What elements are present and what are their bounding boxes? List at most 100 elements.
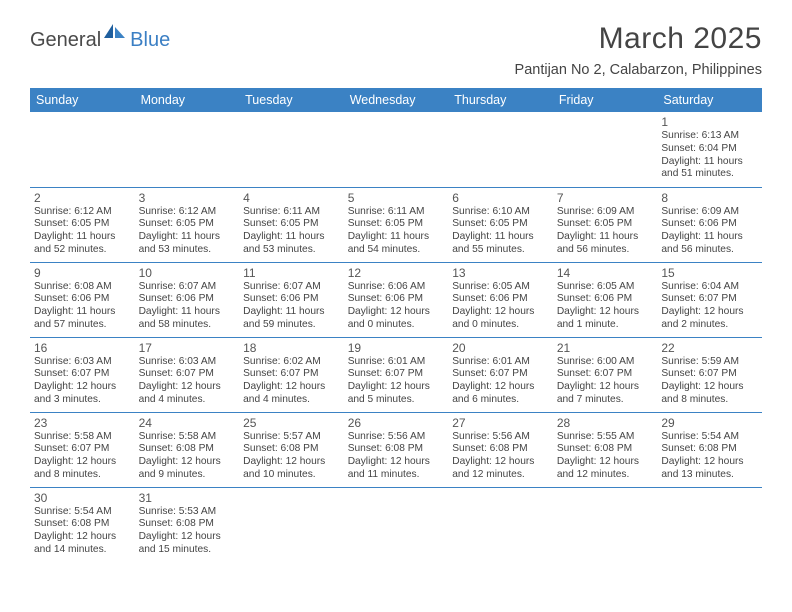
calendar-cell: 15Sunrise: 6:04 AMSunset: 6:07 PMDayligh… (657, 262, 762, 337)
calendar-cell: 6Sunrise: 6:10 AMSunset: 6:05 PMDaylight… (448, 187, 553, 262)
day-details: Sunrise: 6:11 AMSunset: 6:05 PMDaylight:… (348, 206, 445, 257)
calendar-cell: 9Sunrise: 6:08 AMSunset: 6:06 PMDaylight… (30, 262, 135, 337)
calendar-cell: 18Sunrise: 6:02 AMSunset: 6:07 PMDayligh… (239, 337, 344, 412)
calendar-cell: 2Sunrise: 6:12 AMSunset: 6:05 PMDaylight… (30, 187, 135, 262)
calendar-cell (239, 112, 344, 187)
logo-text-blue: Blue (130, 30, 170, 50)
day-number: 11 (243, 266, 340, 280)
day-number: 8 (661, 191, 758, 205)
calendar-week-row: 2Sunrise: 6:12 AMSunset: 6:05 PMDaylight… (30, 187, 762, 262)
day-number: 20 (452, 341, 549, 355)
calendar-cell: 4Sunrise: 6:11 AMSunset: 6:05 PMDaylight… (239, 187, 344, 262)
day-number: 14 (557, 266, 654, 280)
day-details: Sunrise: 5:54 AMSunset: 6:08 PMDaylight:… (34, 506, 131, 557)
day-header: Tuesday (239, 88, 344, 112)
location-subtitle: Pantijan No 2, Calabarzon, Philippines (515, 62, 762, 78)
day-details: Sunrise: 5:58 AMSunset: 6:07 PMDaylight:… (34, 431, 131, 482)
day-details: Sunrise: 6:10 AMSunset: 6:05 PMDaylight:… (452, 206, 549, 257)
calendar-cell: 5Sunrise: 6:11 AMSunset: 6:05 PMDaylight… (344, 187, 449, 262)
day-details: Sunrise: 6:05 AMSunset: 6:06 PMDaylight:… (557, 281, 654, 332)
logo-sail-icon (104, 22, 126, 45)
calendar-cell: 19Sunrise: 6:01 AMSunset: 6:07 PMDayligh… (344, 337, 449, 412)
day-number: 30 (34, 491, 131, 505)
day-details: Sunrise: 6:02 AMSunset: 6:07 PMDaylight:… (243, 356, 340, 407)
calendar-cell: 20Sunrise: 6:01 AMSunset: 6:07 PMDayligh… (448, 337, 553, 412)
day-number: 4 (243, 191, 340, 205)
calendar-cell (448, 112, 553, 187)
day-number: 15 (661, 266, 758, 280)
day-details: Sunrise: 6:07 AMSunset: 6:06 PMDaylight:… (243, 281, 340, 332)
calendar-cell: 8Sunrise: 6:09 AMSunset: 6:06 PMDaylight… (657, 187, 762, 262)
day-number: 29 (661, 416, 758, 430)
calendar-cell (553, 112, 658, 187)
calendar-cell (657, 487, 762, 562)
calendar-cell: 25Sunrise: 5:57 AMSunset: 6:08 PMDayligh… (239, 412, 344, 487)
logo-text-general: General (30, 30, 101, 50)
day-number: 18 (243, 341, 340, 355)
page: General Blue March 2025 Pantijan No 2, C… (0, 0, 792, 562)
calendar-cell: 10Sunrise: 6:07 AMSunset: 6:06 PMDayligh… (135, 262, 240, 337)
day-details: Sunrise: 6:13 AMSunset: 6:04 PMDaylight:… (661, 130, 758, 181)
day-header: Sunday (30, 88, 135, 112)
day-number: 12 (348, 266, 445, 280)
calendar-body: 1Sunrise: 6:13 AMSunset: 6:04 PMDaylight… (30, 112, 762, 562)
day-details: Sunrise: 5:55 AMSunset: 6:08 PMDaylight:… (557, 431, 654, 482)
day-details: Sunrise: 6:09 AMSunset: 6:05 PMDaylight:… (557, 206, 654, 257)
day-number: 6 (452, 191, 549, 205)
day-number: 27 (452, 416, 549, 430)
title-block: March 2025 Pantijan No 2, Calabarzon, Ph… (515, 22, 762, 78)
day-details: Sunrise: 6:11 AMSunset: 6:05 PMDaylight:… (243, 206, 340, 257)
calendar-week-row: 16 Sunrise: 6:03 AMSunset: 6:07 PMDayligh… (30, 337, 762, 412)
day-number: 31 (139, 491, 236, 505)
day-number: 3 (139, 191, 236, 205)
day-header: Wednesday (344, 88, 449, 112)
calendar-week-row: 23Sunrise: 5:58 AMSunset: 6:07 PMDayligh… (30, 412, 762, 487)
calendar-cell: 17Sunrise: 6:03 AMSunset: 6:07 PMDayligh… (135, 337, 240, 412)
calendar-table: SundayMondayTuesdayWednesdayThursdayFrid… (30, 88, 762, 562)
day-number: 10 (139, 266, 236, 280)
calendar-cell: 14Sunrise: 6:05 AMSunset: 6:06 PMDayligh… (553, 262, 658, 337)
day-details: Sunrise: 5:56 AMSunset: 6:08 PMDaylight:… (348, 431, 445, 482)
day-number: 1 (661, 115, 758, 129)
day-details: Sunrise: 5:56 AMSunset: 6:08 PMDaylight:… (452, 431, 549, 482)
calendar-cell: 16Sunrise: 6:03 AMSunset: 6:07 PMDayligh… (30, 337, 135, 412)
day-header: Friday (553, 88, 658, 112)
day-details: Sunrise: 5:57 AMSunset: 6:08 PMDaylight:… (243, 431, 340, 482)
day-number: 21 (557, 341, 654, 355)
day-details: Sunrise: 5:54 AMSunset: 6:08 PMDaylight:… (661, 431, 758, 482)
calendar-cell: 30Sunrise: 5:54 AMSunset: 6:08 PMDayligh… (30, 487, 135, 562)
day-header: Saturday (657, 88, 762, 112)
calendar-week-row: 1Sunrise: 6:13 AMSunset: 6:04 PMDaylight… (30, 112, 762, 187)
day-details: Sunrise: 6:03 AMSunset: 6:07 PMDaylight:… (139, 356, 236, 407)
day-details: Sunrise: 6:12 AMSunset: 6:05 PMDaylight:… (34, 206, 131, 257)
day-details: Sunrise: 6:05 AMSunset: 6:06 PMDaylight:… (452, 281, 549, 332)
calendar-cell: 12Sunrise: 6:06 AMSunset: 6:06 PMDayligh… (344, 262, 449, 337)
day-details: Sunrise: 6:04 AMSunset: 6:07 PMDaylight:… (661, 281, 758, 332)
day-details: Sunrise: 6:07 AMSunset: 6:06 PMDaylight:… (139, 281, 236, 332)
day-details: Sunrise: 6:09 AMSunset: 6:06 PMDaylight:… (661, 206, 758, 257)
day-number: 28 (557, 416, 654, 430)
calendar-cell: 29Sunrise: 5:54 AMSunset: 6:08 PMDayligh… (657, 412, 762, 487)
calendar-cell: 23Sunrise: 5:58 AMSunset: 6:07 PMDayligh… (30, 412, 135, 487)
day-details: Sunrise: 6:01 AMSunset: 6:07 PMDaylight:… (348, 356, 445, 407)
day-header: Thursday (448, 88, 553, 112)
month-title: March 2025 (515, 22, 762, 56)
calendar-cell (344, 112, 449, 187)
day-number: 9 (34, 266, 131, 280)
day-details: Sunrise: 6:08 AMSunset: 6:06 PMDaylight:… (34, 281, 131, 332)
calendar-cell: 21Sunrise: 6:00 AMSunset: 6:07 PMDayligh… (553, 337, 658, 412)
calendar-cell: 13Sunrise: 6:05 AMSunset: 6:06 PMDayligh… (448, 262, 553, 337)
header: General Blue March 2025 Pantijan No 2, C… (30, 22, 762, 78)
calendar-cell: 11Sunrise: 6:07 AMSunset: 6:06 PMDayligh… (239, 262, 344, 337)
calendar-cell: 28Sunrise: 5:55 AMSunset: 6:08 PMDayligh… (553, 412, 658, 487)
day-number: 2 (34, 191, 131, 205)
day-number: 17 (139, 341, 236, 355)
calendar-cell (239, 487, 344, 562)
day-details: Sunrise: 6:06 AMSunset: 6:06 PMDaylight:… (348, 281, 445, 332)
day-details: Sunrise: 6:12 AMSunset: 6:05 PMDaylight:… (139, 206, 236, 257)
day-number: 25 (243, 416, 340, 430)
calendar-cell: 3Sunrise: 6:12 AMSunset: 6:05 PMDaylight… (135, 187, 240, 262)
day-number: 13 (452, 266, 549, 280)
day-number: 19 (348, 341, 445, 355)
day-number: 16 (34, 341, 131, 355)
